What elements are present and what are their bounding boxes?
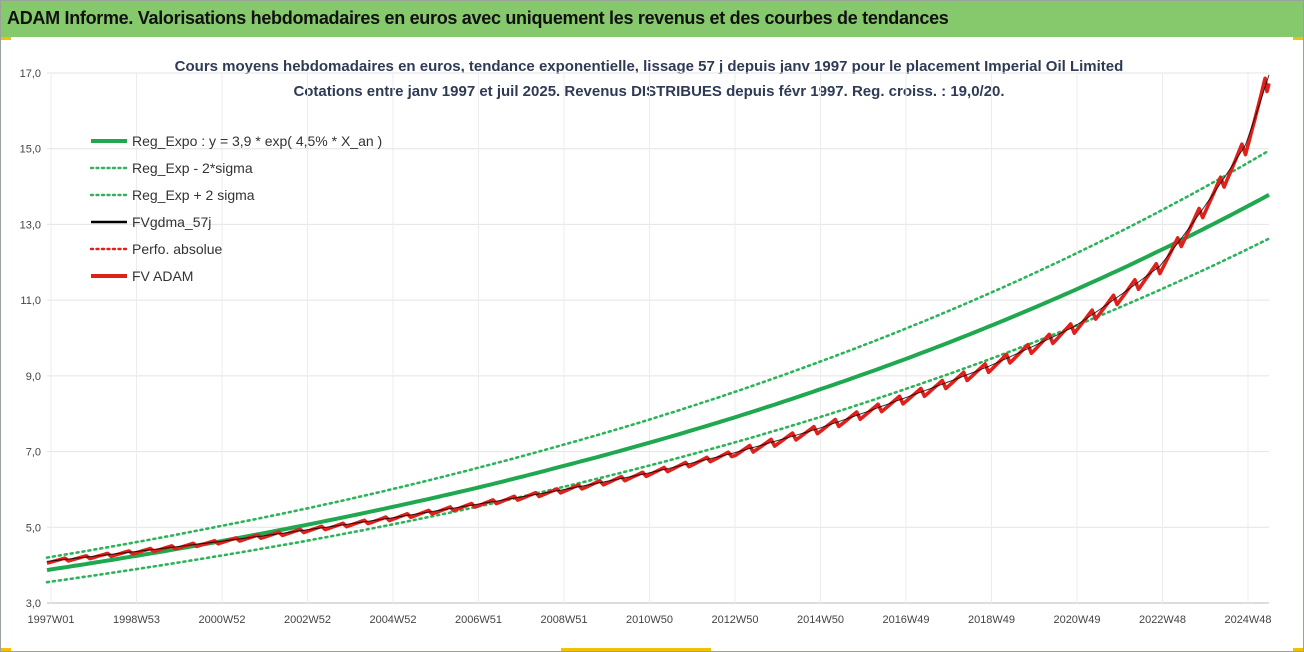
- title-bar: ADAM Informe. Valorisations hebdomadaire…: [1, 1, 1303, 37]
- series-fv-adam: [46, 76, 1271, 565]
- legend-label: FVgdma_57j: [132, 214, 211, 230]
- x-tick-label: 2002W52: [284, 614, 331, 626]
- x-tick-label: 2022W48: [1139, 614, 1186, 626]
- page-title: ADAM Informe. Valorisations hebdomadaire…: [7, 8, 949, 28]
- grid-lines: [47, 72, 1269, 604]
- legend-label: Reg_Exp + 2 sigma: [132, 187, 255, 203]
- corner-marker: [1293, 648, 1303, 651]
- x-tick-label: 2012W50: [711, 614, 758, 626]
- y-tick-label: 17,0: [20, 68, 41, 80]
- y-tick-label: 7,0: [26, 447, 41, 459]
- corner-marker: [1, 648, 11, 651]
- corner-marker: [1, 37, 11, 40]
- x-tick-label: 1998W53: [113, 614, 160, 626]
- x-tick-label: 2018W49: [968, 614, 1015, 626]
- corner-marker: [561, 648, 711, 651]
- legend-label: Perfo. absolue: [132, 241, 222, 257]
- chart-title: Cours moyens hebdomadaires en euros, ten…: [175, 58, 1124, 75]
- y-tick-label: 5,0: [26, 522, 41, 534]
- y-axis-ticks: 3,0 5,0 7,0 9,0 11,0 13,0 15,0 17,0: [20, 68, 41, 610]
- series-lines: [45, 74, 1271, 584]
- x-tick-label: 2016W49: [882, 614, 929, 626]
- x-tick-label: 1997W01: [27, 614, 74, 626]
- x-tick-label: 2000W52: [198, 614, 245, 626]
- y-tick-label: 3,0: [26, 598, 41, 610]
- x-tick-label: 2010W50: [626, 614, 673, 626]
- series-reg-exp-plus-2sigma: [45, 149, 1271, 559]
- legend-label: FV ADAM: [132, 268, 193, 284]
- x-tick-label: 2008W51: [540, 614, 587, 626]
- x-tick-label: 2024W48: [1224, 614, 1271, 626]
- y-tick-label: 15,0: [20, 144, 41, 156]
- series-reg-exp-minus-2sigma: [45, 237, 1271, 584]
- chart-area: Cours moyens hebdomadaires en euros, ten…: [20, 58, 1272, 626]
- x-tick-label: 2004W52: [369, 614, 416, 626]
- x-tick-label: 2006W51: [455, 614, 502, 626]
- y-tick-label: 9,0: [26, 371, 41, 383]
- x-tick-label: 2014W50: [797, 614, 844, 626]
- y-tick-label: 13,0: [20, 219, 41, 231]
- legend-label: Reg_Exp - 2*sigma: [132, 160, 253, 176]
- legend: Reg_Expo : y = 3,9 * exp( 4,5% * X_an ) R…: [89, 133, 382, 284]
- series-fvgdma-core: [46, 74, 1270, 562]
- corner-marker: [1293, 37, 1303, 40]
- series-reg-expo: [46, 193, 1270, 573]
- y-tick-label: 11,0: [20, 295, 41, 307]
- x-tick-label: 2020W49: [1053, 614, 1100, 626]
- legend-label: Reg_Expo : y = 3,9 * exp( 4,5% * X_an ): [132, 133, 382, 149]
- x-axis-ticks: 1997W01 1998W53 2000W52 2002W52 2004W52 2006W…: [27, 614, 1271, 626]
